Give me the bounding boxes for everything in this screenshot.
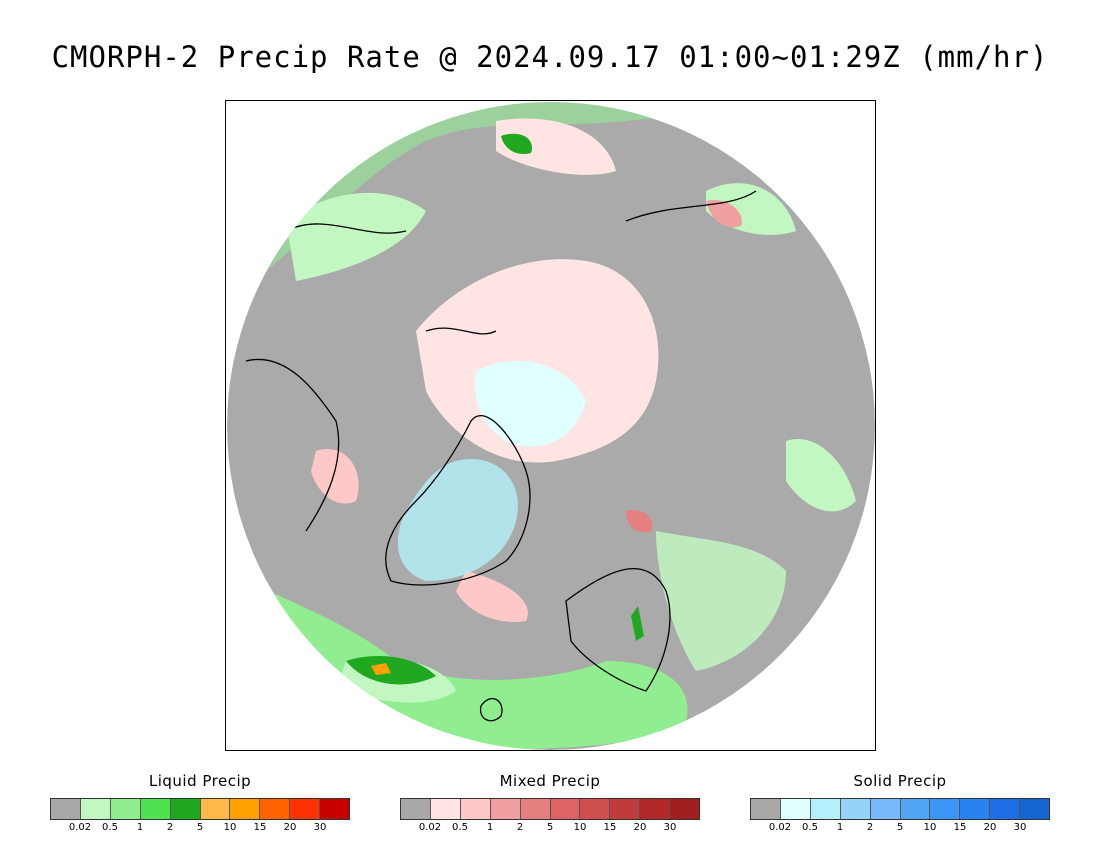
legend-swatch <box>930 799 961 819</box>
precip-area <box>456 571 528 622</box>
legend-swatch <box>751 799 781 819</box>
legend-mixed: Mixed Precip 0.02 0.5 1 2 5 10 15 20 30 <box>400 770 700 838</box>
precip-area <box>416 259 659 463</box>
legend-tick-label: 5 <box>196 822 204 833</box>
legend-colorbar <box>50 798 350 820</box>
legend-tick-label: 15 <box>953 822 967 833</box>
legend-tick-label: 15 <box>253 822 267 833</box>
legend-tick-label: 2 <box>516 822 524 833</box>
coastline <box>479 697 503 722</box>
legend-tick-label: 0.02 <box>68 822 92 833</box>
legend-tick-label: 1 <box>136 822 144 833</box>
legend-swatch <box>580 799 611 819</box>
coastlines <box>245 190 757 722</box>
legend-swatch <box>990 799 1021 819</box>
legend-swatch <box>610 799 641 819</box>
legend-tick-label: 0.5 <box>452 822 468 833</box>
precip-area <box>397 459 518 581</box>
legend-tick-label: 2 <box>866 822 874 833</box>
legend-tick-label: 20 <box>983 822 997 833</box>
legend-swatch <box>780 799 811 819</box>
precip-area <box>706 200 742 228</box>
legend-swatch <box>900 799 931 819</box>
legend-tick-label: 1 <box>486 822 494 833</box>
legend-swatch <box>490 799 521 819</box>
legend-title: Liquid Precip <box>148 772 252 790</box>
legend-liquid: Liquid Precip 0.02 0.5 1 2 5 10 15 20 30 <box>50 770 350 838</box>
coastline <box>245 358 340 532</box>
legend-swatch <box>670 799 700 819</box>
precip-area <box>346 656 436 685</box>
legend-swatch <box>260 799 291 819</box>
legend-swatch <box>200 799 231 819</box>
legend-swatch <box>960 799 991 819</box>
legend-tick-label: 0.02 <box>768 822 792 833</box>
legend-tick-label: 20 <box>633 822 647 833</box>
legend-tick-label: 15 <box>603 822 617 833</box>
legend-tick-label: 0.5 <box>102 822 118 833</box>
legend-swatch <box>51 799 81 819</box>
coastline <box>385 414 531 586</box>
precip-area <box>786 439 856 512</box>
coastline <box>625 190 757 222</box>
legend-swatch <box>80 799 111 819</box>
precip-area <box>501 133 532 155</box>
legend-tick-label: 30 <box>663 822 677 833</box>
legend-swatch <box>460 799 491 819</box>
legend-swatch <box>430 799 461 819</box>
legend-swatch <box>110 799 141 819</box>
legend-tick-label: 1 <box>836 822 844 833</box>
legend-swatch <box>840 799 871 819</box>
chart-title: CMORPH-2 Precip Rate @ 2024.09.17 01:00~… <box>51 40 1049 74</box>
precip-area <box>474 361 586 447</box>
map-panel <box>225 100 876 751</box>
legend-swatch <box>290 799 321 819</box>
legend-swatch <box>520 799 551 819</box>
legend-tick-label: 0.5 <box>802 822 818 833</box>
legend-title: Mixed Precip <box>499 772 601 790</box>
legend-swatch <box>140 799 171 819</box>
precip-area <box>496 118 616 175</box>
precip-area <box>371 663 391 675</box>
legend-ticks: 0.02 0.5 1 2 5 10 15 20 30 <box>750 822 1050 838</box>
legend-tick-label: 10 <box>923 822 937 833</box>
precip-map <box>227 102 875 750</box>
precip-area <box>227 102 875 291</box>
legend-swatch <box>550 799 581 819</box>
legend-tick-label: 5 <box>546 822 554 833</box>
legend-swatch <box>640 799 671 819</box>
legend-ticks: 0.02 0.5 1 2 5 10 15 20 30 <box>400 822 700 838</box>
legend-swatch <box>320 799 350 819</box>
precip-area <box>626 510 653 533</box>
coastline <box>425 327 497 335</box>
legend-swatch <box>810 799 841 819</box>
precip-area <box>656 531 786 671</box>
precip-area <box>311 449 359 504</box>
legend-tick-label: 30 <box>1013 822 1027 833</box>
legend-tick-label: 2 <box>166 822 174 833</box>
legend-tick-label: 0.02 <box>418 822 442 833</box>
legend-title: Solid Precip <box>853 772 947 790</box>
legend-colorbar <box>400 798 700 820</box>
legend-tick-label: 20 <box>283 822 297 833</box>
legend-swatch <box>1020 799 1050 819</box>
legend-tick-label: 10 <box>223 822 237 833</box>
legend-swatch <box>170 799 201 819</box>
legend-tick-label: 30 <box>313 822 327 833</box>
precip-area <box>286 192 426 281</box>
legend-swatch <box>870 799 901 819</box>
legend-tick-label: 10 <box>573 822 587 833</box>
legend-swatch <box>401 799 431 819</box>
legend-tick-label: 5 <box>896 822 904 833</box>
coastline <box>565 567 671 692</box>
legend-ticks: 0.02 0.5 1 2 5 10 15 20 30 <box>50 822 350 838</box>
coastline <box>285 223 407 234</box>
precip-area <box>631 606 644 641</box>
legend-solid: Solid Precip 0.02 0.5 1 2 5 10 15 20 30 <box>750 770 1050 838</box>
legend-colorbar <box>750 798 1050 820</box>
legend-swatch <box>230 799 261 819</box>
